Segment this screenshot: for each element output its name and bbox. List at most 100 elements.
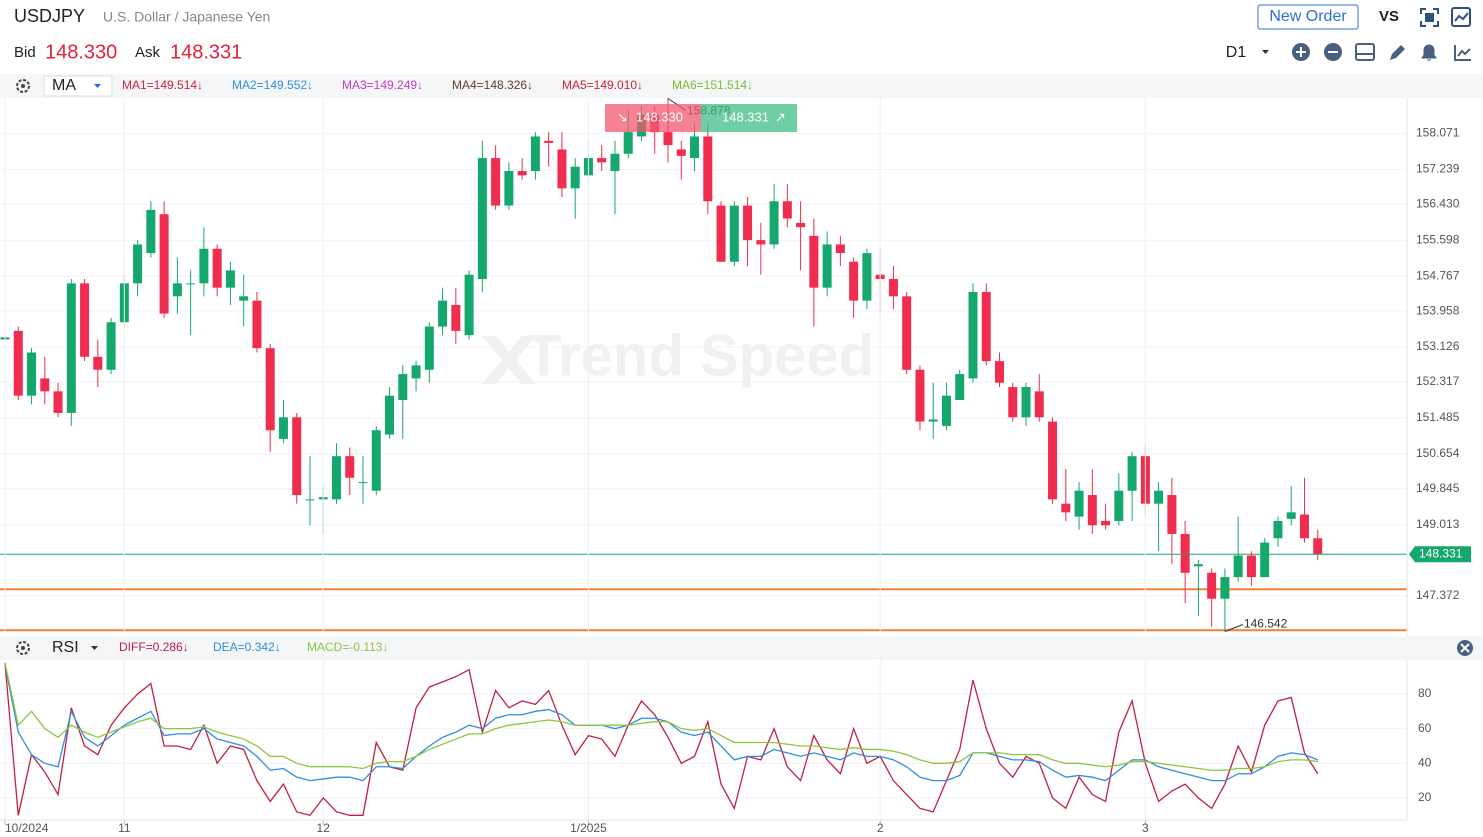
draw-icon[interactable] — [1390, 45, 1405, 60]
candle-body — [1008, 387, 1018, 418]
rsi-select-label[interactable]: RSI — [52, 639, 79, 656]
candle-body — [888, 279, 898, 297]
x-tick-label: 2 — [877, 821, 884, 835]
timeframe-caret[interactable] — [1262, 50, 1269, 54]
zoom-in-icon[interactable] — [1292, 43, 1310, 61]
y-tick-label: 152.317 — [1416, 374, 1460, 388]
candle-body — [146, 209, 156, 254]
candle-body — [80, 283, 90, 357]
y-tick-label: 151.485 — [1416, 410, 1460, 424]
candle-body — [491, 158, 501, 206]
candle-body — [676, 149, 686, 156]
candle-body — [411, 365, 421, 379]
y-tick-label: 153.126 — [1416, 339, 1460, 353]
candle-body — [729, 205, 739, 262]
candle-body — [1273, 520, 1283, 539]
sub-legend: DIFF=0.286↓ DEA=0.342↓ MACD=-0.113↓ — [119, 640, 388, 654]
buy-button-bg[interactable] — [701, 104, 797, 132]
y-tick-label: 153.958 — [1416, 303, 1460, 317]
symbol: USDJPY — [14, 6, 85, 26]
buy-button[interactable]: 148.331 ↗ — [701, 104, 797, 132]
watermark: Trend Speed — [526, 323, 874, 388]
zoom-out-icon[interactable] — [1324, 43, 1342, 61]
indicator-icon[interactable] — [1454, 45, 1471, 61]
ma-select[interactable] — [43, 75, 113, 97]
timeframe[interactable]: D1 — [1226, 44, 1247, 61]
indicator-bar — [0, 74, 1483, 98]
y-tick-label: 149.845 — [1416, 481, 1460, 495]
candle-body — [769, 201, 779, 245]
candle-body — [1313, 538, 1323, 555]
rsi-select-caret[interactable] — [91, 646, 98, 650]
candle-body — [782, 201, 792, 219]
sell-button[interactable]: ↘ 148.330 — [605, 104, 701, 132]
sub-plot: 10/2024 11 12 1/2025 2 3 20 40 60 80 — [0, 660, 1432, 835]
symbol-name: U.S. Dollar / Japanese Yen — [103, 9, 270, 25]
candle-body — [199, 248, 209, 284]
close-pane-icon[interactable] — [1457, 640, 1473, 656]
candle-body — [305, 499, 315, 501]
candle-body — [252, 300, 262, 349]
candle-body — [292, 417, 302, 496]
y-tick-label: 155.598 — [1416, 232, 1460, 246]
new-order-button[interactable]: New Order — [1257, 4, 1359, 30]
chart-type-icon[interactable] — [1451, 7, 1471, 27]
candle-body — [1286, 512, 1296, 519]
x-tick-label: 10/2024 — [5, 821, 49, 835]
y-tick-label: 80 — [1418, 686, 1432, 700]
candle-body — [172, 283, 182, 297]
vs-button[interactable]: VS — [1379, 8, 1399, 25]
y-tick-label: 150.654 — [1416, 446, 1460, 460]
y-tick-label: 147.372 — [1416, 588, 1460, 602]
legend-entry: DIFF=0.286↓ — [119, 640, 189, 654]
candle-body — [1114, 490, 1124, 521]
candle-body — [398, 374, 408, 400]
candle-body — [862, 253, 872, 301]
indicator-line — [4, 662, 1319, 817]
candle-body — [239, 296, 249, 301]
candle-body — [1233, 555, 1243, 578]
candle-body — [159, 214, 169, 314]
alert-icon[interactable] — [1421, 44, 1437, 61]
y-tick-label: 40 — [1418, 755, 1432, 769]
y-tick-label: 158.071 — [1416, 126, 1460, 140]
sell-button-bg[interactable] — [605, 104, 701, 132]
candle-body — [1087, 495, 1097, 526]
candle-body — [225, 270, 235, 288]
new-order-label[interactable]: New Order — [1269, 8, 1347, 25]
candle-body — [477, 158, 487, 280]
x-tick-label: 12 — [317, 821, 331, 835]
fullscreen-icon[interactable] — [1420, 8, 1439, 27]
ma-select-caret[interactable] — [94, 84, 101, 88]
candle-body — [371, 430, 381, 491]
sub-indicator-bar — [0, 636, 1483, 660]
candle-body — [955, 374, 965, 400]
buy-arrow: ↗ — [775, 109, 786, 124]
x-tick-label: 11 — [118, 821, 131, 835]
ma-value: MA5=149.010↓ — [562, 78, 643, 92]
candle-body — [13, 330, 23, 396]
candle-body — [849, 261, 859, 301]
rsi-settings-icon[interactable] — [16, 641, 30, 655]
ma-settings-icon[interactable] — [16, 79, 30, 93]
y-tick-label: 20 — [1418, 790, 1432, 804]
y-tick-label: 157.239 — [1416, 162, 1460, 176]
candle-body — [1246, 555, 1256, 578]
ma-select-label[interactable]: MA — [52, 77, 76, 94]
candle-body — [743, 205, 753, 241]
candle-body — [464, 274, 474, 336]
y-tick-label: 156.430 — [1416, 196, 1460, 210]
ask-price: 148.331 — [170, 41, 242, 63]
buy-price[interactable]: 148.331 — [722, 109, 769, 124]
candle-body — [835, 244, 845, 254]
candle-body — [1154, 490, 1164, 504]
candle-body — [663, 132, 673, 146]
candle-body — [332, 456, 341, 500]
candle-body — [1193, 564, 1203, 567]
sell-price[interactable]: 148.330 — [636, 109, 683, 124]
candle-body — [1048, 421, 1058, 500]
price-plot: 158.071 157.239 156.430 155.598 154.767 153.9… — [0, 98, 1471, 632]
candle-body — [796, 222, 806, 228]
y-tick-label: 154.767 — [1416, 268, 1460, 282]
layout-icon[interactable] — [1355, 43, 1375, 61]
